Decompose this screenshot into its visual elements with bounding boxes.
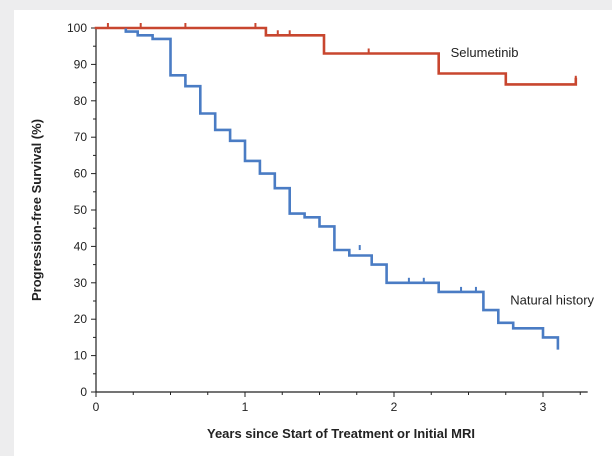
x-axis-title: Years since Start of Treatment or Initia…	[207, 426, 475, 441]
survival-chart: 0 10 20 30 40 50 60 70 80 90 100 0 1 2 3 Years since S…	[29, 21, 595, 441]
chart-panel: 0 10 20 30 40 50 60 70 80 90 100 0 1 2 3 Years since S…	[14, 10, 612, 456]
y-tick-label: 50	[74, 203, 88, 217]
axes: 0 10 20 30 40 50 60 70 80 90 100 0 1 2 3	[67, 21, 588, 414]
y-tick-label: 90	[74, 57, 88, 71]
y-tick-label: 70	[74, 130, 88, 144]
selumetinib-curve	[94, 26, 578, 86]
y-tick-label: 0	[80, 385, 87, 399]
y-tick-label: 80	[74, 94, 88, 108]
y-tick-label: 100	[67, 21, 87, 35]
natural-history-label: Natural history	[510, 293, 594, 308]
y-tick-label: 30	[74, 276, 88, 290]
y-tick-label: 20	[74, 312, 88, 326]
natural-history-curve	[124, 28, 560, 350]
series-lines	[94, 23, 578, 350]
y-axis-title: Progression-free Survival (%)	[29, 119, 44, 301]
x-tick-label: 1	[242, 400, 249, 414]
y-tick-label: 40	[74, 239, 88, 253]
x-tick-label: 3	[540, 400, 547, 414]
y-tick-label: 10	[74, 349, 88, 363]
selumetinib-label: Selumetinib	[451, 45, 519, 60]
x-tick-label: 0	[93, 400, 100, 414]
x-tick-label: 2	[391, 400, 398, 414]
labels: Years since Start of Treatment or Initia…	[29, 45, 595, 441]
y-tick-label: 60	[74, 167, 88, 181]
